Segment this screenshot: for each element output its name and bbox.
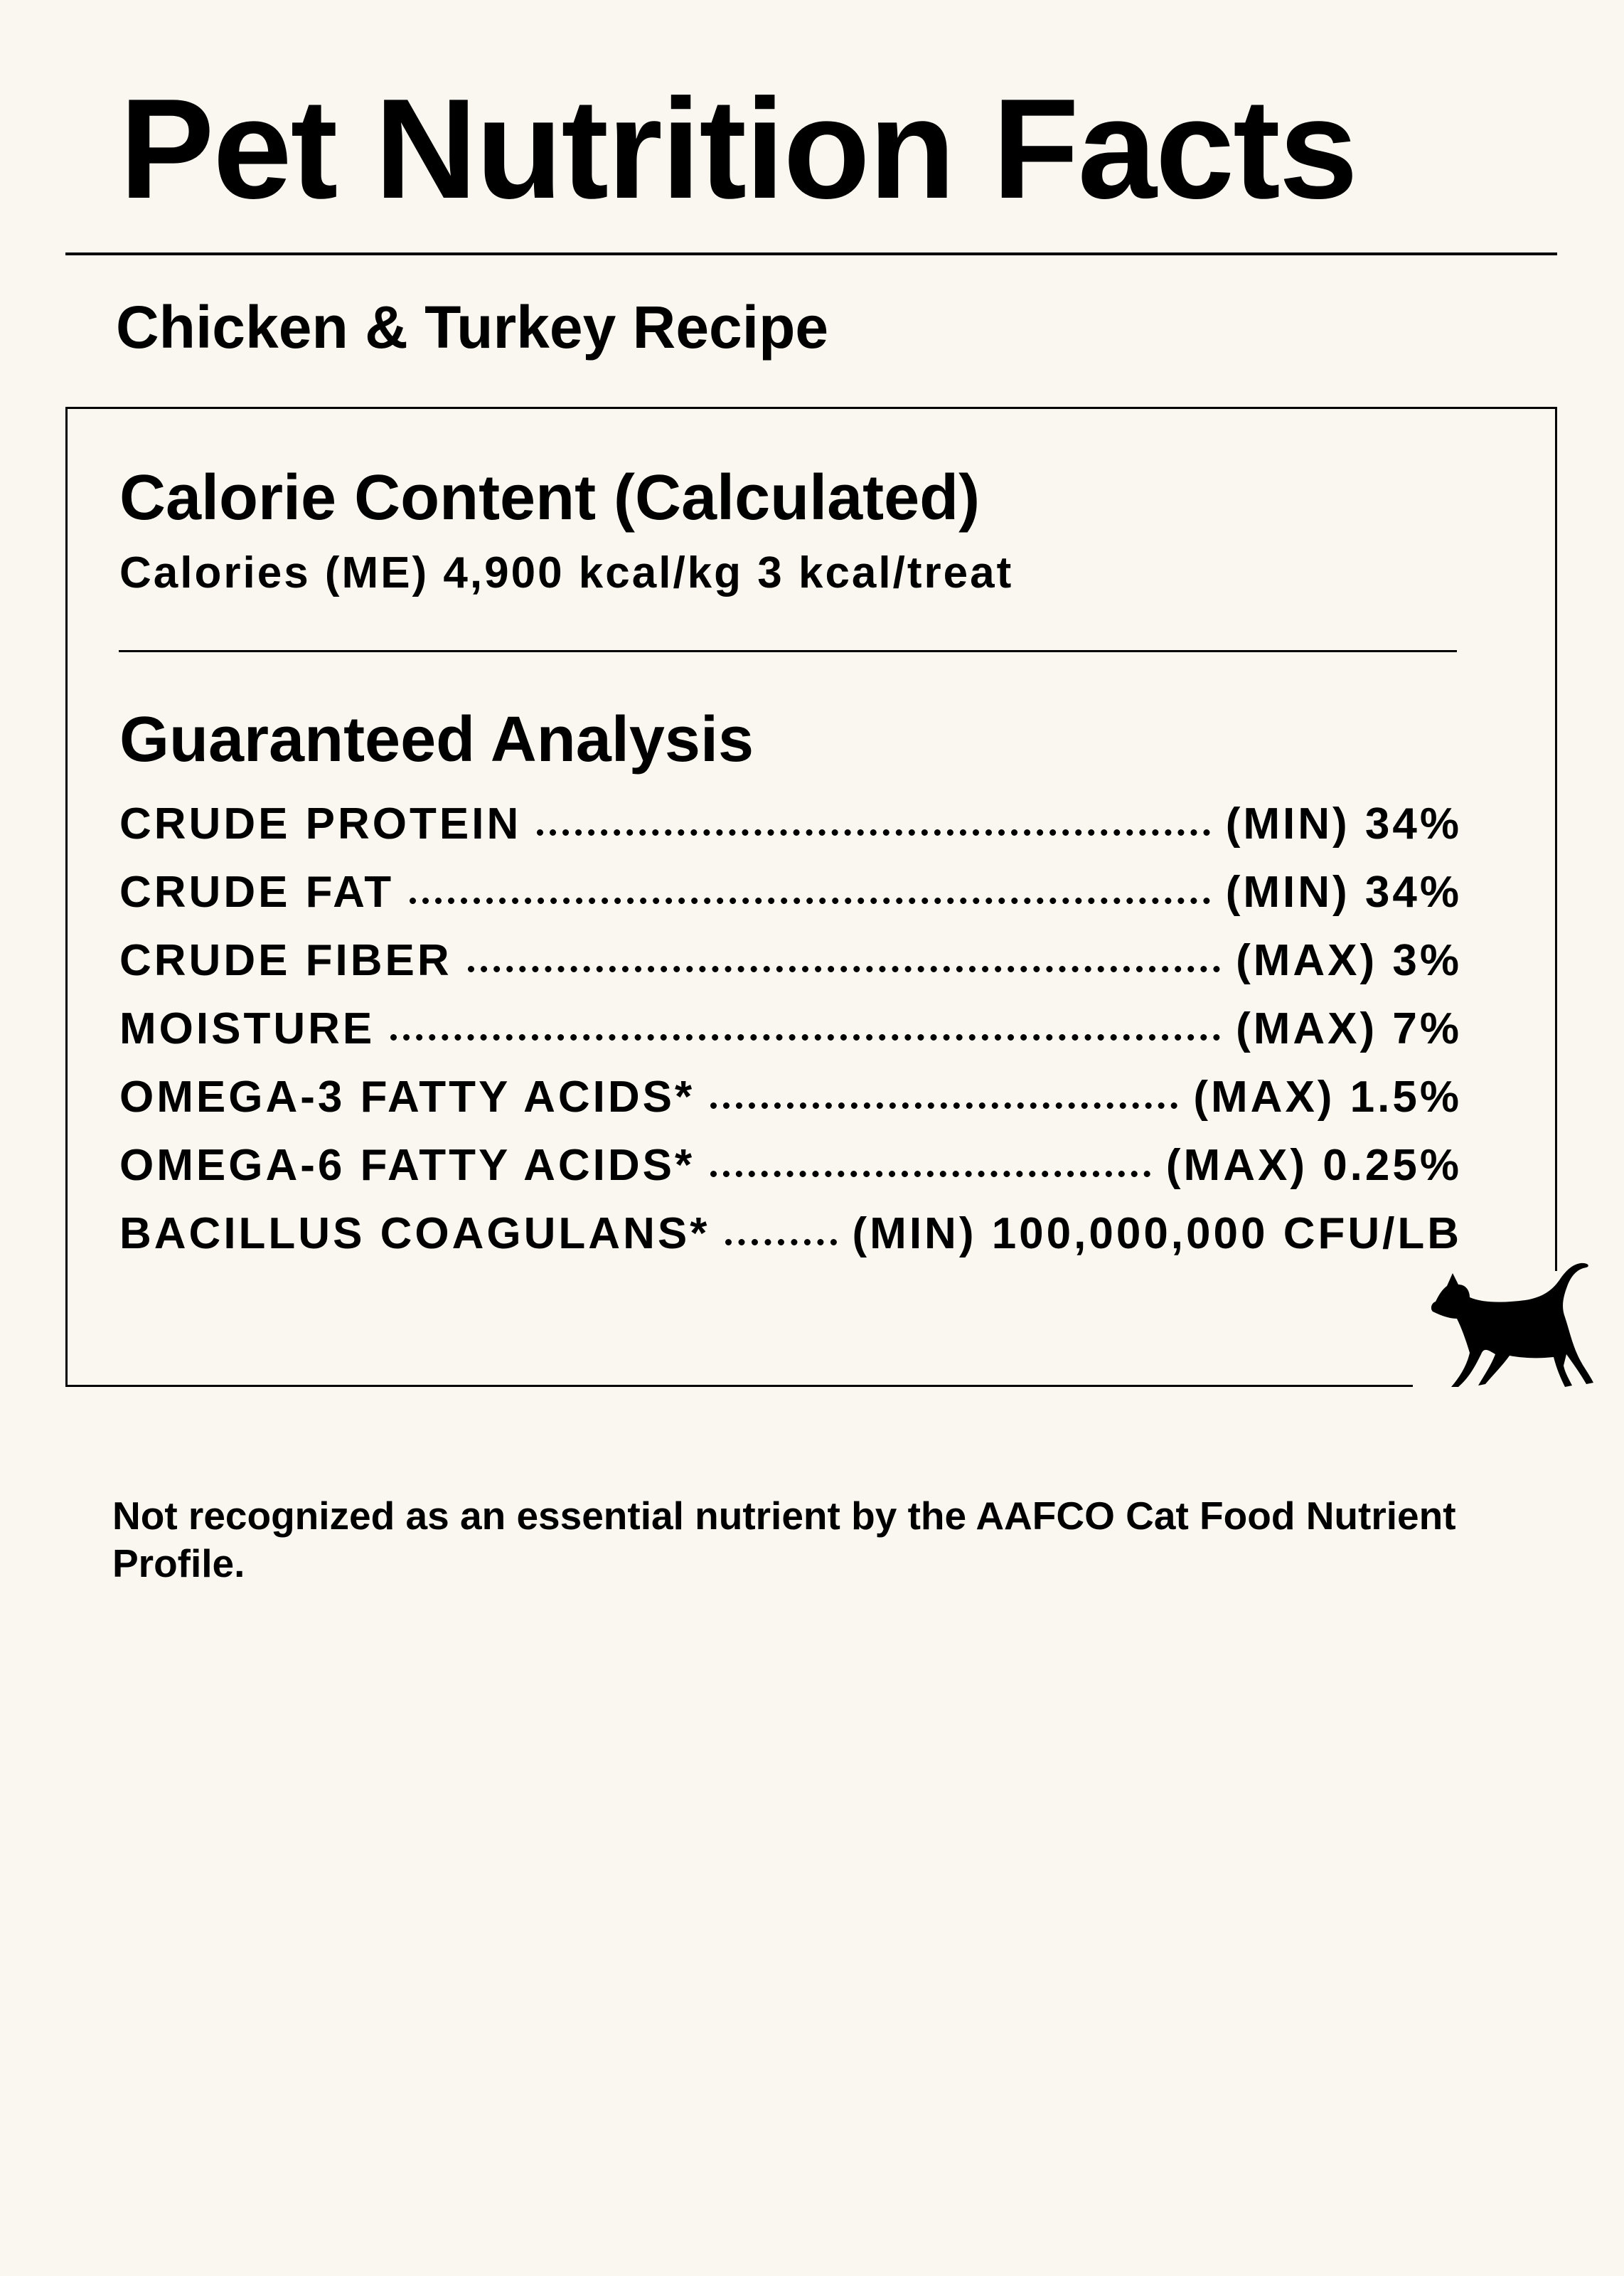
analysis-row: CRUDE FIBER (MAX) 3% bbox=[119, 939, 1462, 1007]
rule bbox=[119, 650, 1457, 652]
nutrient-amount: (MAX) 1.5% bbox=[1193, 1073, 1462, 1122]
nutrient-label: OMEGA-3 FATTY ACIDS* bbox=[119, 1073, 695, 1122]
nutrient-label: BACILLUS COAGULANS* bbox=[119, 1209, 710, 1258]
cat-icon bbox=[1431, 1262, 1593, 1387]
nutrient-label: CRUDE PROTEIN bbox=[119, 799, 522, 849]
analysis-row: MOISTURE (MAX) 7% bbox=[119, 1007, 1462, 1075]
box-border bbox=[65, 1385, 1413, 1387]
leader-dots bbox=[467, 966, 1221, 972]
leader-dots bbox=[725, 1239, 837, 1245]
title: Pet Nutrition Facts bbox=[119, 70, 1358, 228]
calorie-line: Calories (ME) 4,900 kcal/kg 3 kcal/treat bbox=[119, 548, 1014, 597]
subtitle: Chicken & Turkey Recipe bbox=[116, 294, 829, 361]
nutrient-amount: (MAX) 3% bbox=[1236, 936, 1462, 985]
analysis-list: CRUDE PROTEIN (MIN) 34% CRUDE FAT (MIN) 34%… bbox=[119, 802, 1462, 1280]
leader-dots bbox=[710, 1102, 1178, 1109]
nutrient-amount: (MIN) 34% bbox=[1225, 868, 1462, 917]
leader-dots bbox=[410, 898, 1210, 904]
nutrient-amount: (MIN) 34% bbox=[1225, 799, 1462, 849]
box-border bbox=[65, 407, 1557, 409]
footnote: Not recognized as an essential nutrient … bbox=[112, 1494, 1456, 1585]
nutrient-label: OMEGA-6 FATTY ACIDS* bbox=[119, 1141, 695, 1190]
nutrient-label: CRUDE FIBER bbox=[119, 936, 452, 985]
nutrient-label: MOISTURE bbox=[119, 1004, 375, 1053]
nutrient-amount: (MAX) 7% bbox=[1236, 1004, 1462, 1053]
section-heading: Guaranteed Analysis bbox=[119, 704, 754, 775]
box-border bbox=[65, 407, 68, 1387]
leader-dots bbox=[390, 1034, 1221, 1041]
analysis-row: CRUDE PROTEIN (MIN) 34% bbox=[119, 802, 1462, 871]
analysis-row: OMEGA-6 FATTY ACIDS* (MAX) 0.25% bbox=[119, 1144, 1462, 1212]
rule bbox=[65, 252, 1557, 255]
box-border bbox=[1555, 407, 1557, 1271]
nutrient-label: CRUDE FAT bbox=[119, 868, 395, 917]
analysis-row: CRUDE FAT (MIN) 34% bbox=[119, 871, 1462, 939]
analysis-row: OMEGA-3 FATTY ACIDS* (MAX) 1.5% bbox=[119, 1075, 1462, 1144]
section-heading: Calorie Content (Calculated) bbox=[119, 462, 981, 533]
leader-dots bbox=[710, 1171, 1150, 1177]
analysis-row: BACILLUS COAGULANS* (MIN) 100,000,000 CFU… bbox=[119, 1212, 1462, 1280]
nutrient-amount: (MIN) 100,000,000 CFU/LB bbox=[852, 1209, 1462, 1258]
nutrient-amount: (MAX) 0.25% bbox=[1165, 1141, 1462, 1190]
leader-dots bbox=[537, 829, 1210, 836]
